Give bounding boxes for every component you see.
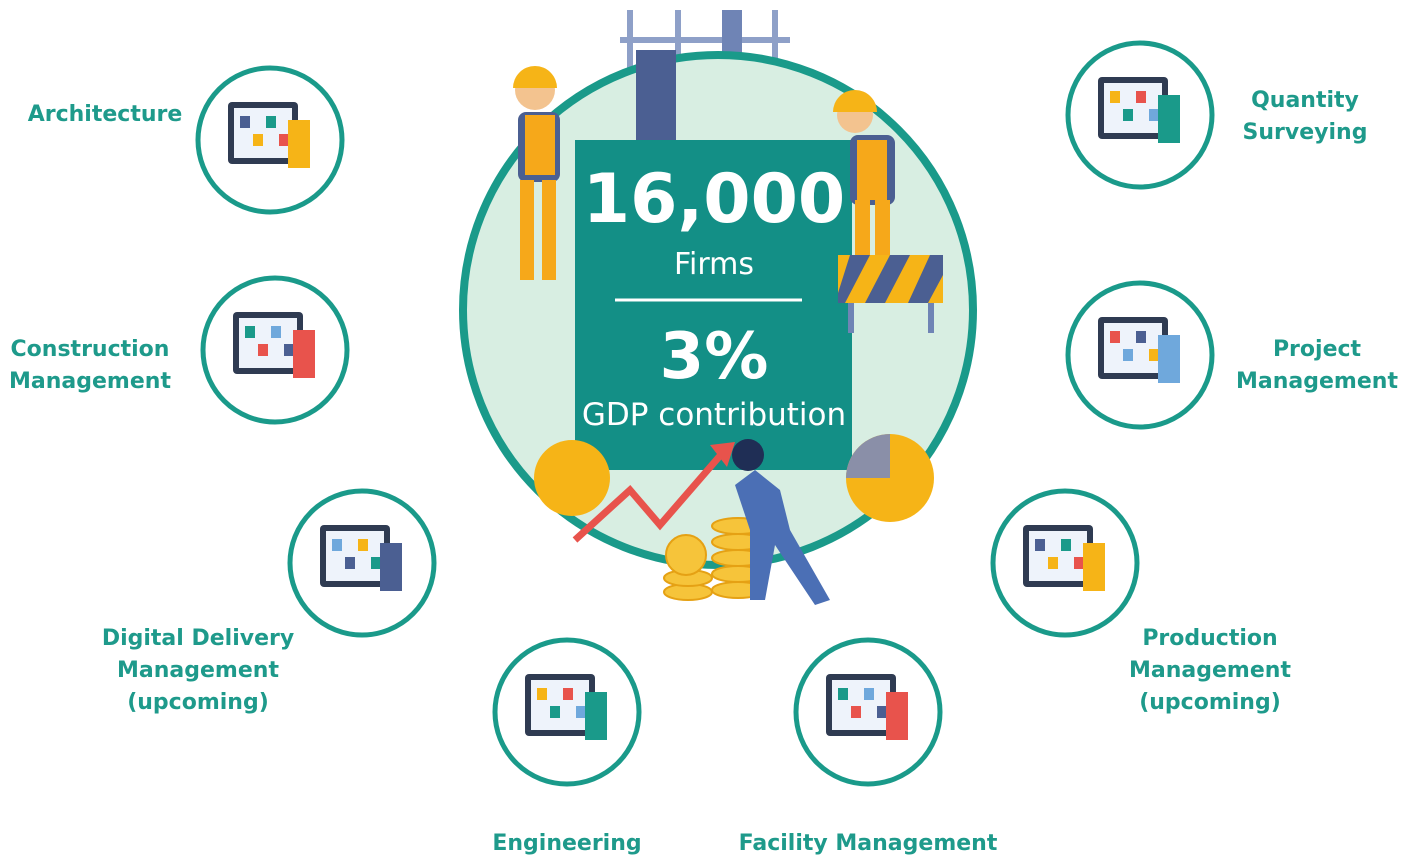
icon-block xyxy=(245,326,255,338)
icon-building xyxy=(293,330,315,378)
barrier xyxy=(838,255,943,333)
icon-block xyxy=(1136,91,1146,103)
node-label: Production xyxy=(1142,626,1277,651)
node-label: (upcoming) xyxy=(127,690,269,715)
icon-block xyxy=(266,116,276,128)
icon-screen xyxy=(1029,531,1087,581)
pie-icon xyxy=(846,434,934,522)
node-icon xyxy=(525,674,607,740)
icon-block xyxy=(864,688,874,700)
node-label: (upcoming) xyxy=(1139,690,1281,715)
icon-block xyxy=(1110,91,1120,103)
icon-block xyxy=(284,344,294,356)
node-icon xyxy=(233,312,315,378)
icon-block xyxy=(1035,539,1045,551)
icon-block xyxy=(851,706,861,718)
icon-block xyxy=(1149,109,1159,121)
stat-firms: 16,000 xyxy=(583,160,845,239)
node-icon xyxy=(320,525,402,591)
node-label: Facility Management xyxy=(739,831,998,855)
node-label: Project xyxy=(1273,337,1362,362)
node-icon xyxy=(1023,525,1105,591)
icon-block xyxy=(358,539,368,551)
column xyxy=(636,50,676,150)
icon-block xyxy=(332,539,342,551)
icon-block xyxy=(1136,331,1146,343)
icon-block xyxy=(1110,331,1120,343)
icon-block xyxy=(371,557,381,569)
node-icon xyxy=(826,674,908,740)
icon-building xyxy=(585,692,607,740)
icon-block xyxy=(1123,109,1133,121)
icon-screen xyxy=(234,108,292,158)
node-label: Management xyxy=(9,369,171,394)
node-label: Quantity xyxy=(1251,88,1359,113)
stat-gdp-label: GDP contribution xyxy=(582,397,846,433)
icon-building xyxy=(1083,543,1105,591)
icon-screen xyxy=(326,531,384,581)
node-icon xyxy=(228,102,310,168)
icon-block xyxy=(258,344,268,356)
icon-screen xyxy=(832,680,890,730)
icon-block xyxy=(1149,349,1159,361)
icon-screen xyxy=(531,680,589,730)
icon-block xyxy=(345,557,355,569)
worker-right xyxy=(833,90,895,270)
node-icon xyxy=(1098,317,1180,383)
center-box xyxy=(575,140,852,470)
icon-building xyxy=(1158,335,1180,383)
stat-firms-label: Firms xyxy=(674,247,754,282)
icon-block xyxy=(576,706,586,718)
icon-building xyxy=(886,692,908,740)
icon-block xyxy=(1123,349,1133,361)
icon-screen xyxy=(239,318,297,368)
icon-building xyxy=(380,543,402,591)
icon-block xyxy=(279,134,289,146)
worker-left xyxy=(513,66,560,280)
icon-block xyxy=(563,688,573,700)
icon-block xyxy=(838,688,848,700)
icon-block xyxy=(550,706,560,718)
icon-block xyxy=(537,688,547,700)
gear-coin xyxy=(534,440,610,516)
node-label: Architecture xyxy=(28,102,183,127)
icon-block xyxy=(240,116,250,128)
icon-block xyxy=(877,706,887,718)
icon-block xyxy=(271,326,281,338)
icon-building xyxy=(288,120,310,168)
node-label: Surveying xyxy=(1243,120,1368,145)
node-icon xyxy=(1098,77,1180,143)
icon-screen xyxy=(1104,83,1162,133)
icon-building xyxy=(1158,95,1180,143)
icon-block xyxy=(1061,539,1071,551)
node-label: Management xyxy=(1236,369,1398,394)
arrowhead xyxy=(710,442,735,467)
icon-screen xyxy=(1104,323,1162,373)
node-label: Construction xyxy=(11,337,170,362)
icon-block xyxy=(1048,557,1058,569)
trend-arrow xyxy=(572,447,728,543)
node-label: Engineering xyxy=(492,831,641,855)
icon-block xyxy=(253,134,263,146)
node-label: Management xyxy=(117,658,279,683)
stat-gdp: 3% xyxy=(660,320,769,394)
woman xyxy=(732,439,830,605)
node-label: Digital Delivery xyxy=(102,626,294,651)
node-label: Management xyxy=(1129,658,1291,683)
icon-block xyxy=(1074,557,1084,569)
